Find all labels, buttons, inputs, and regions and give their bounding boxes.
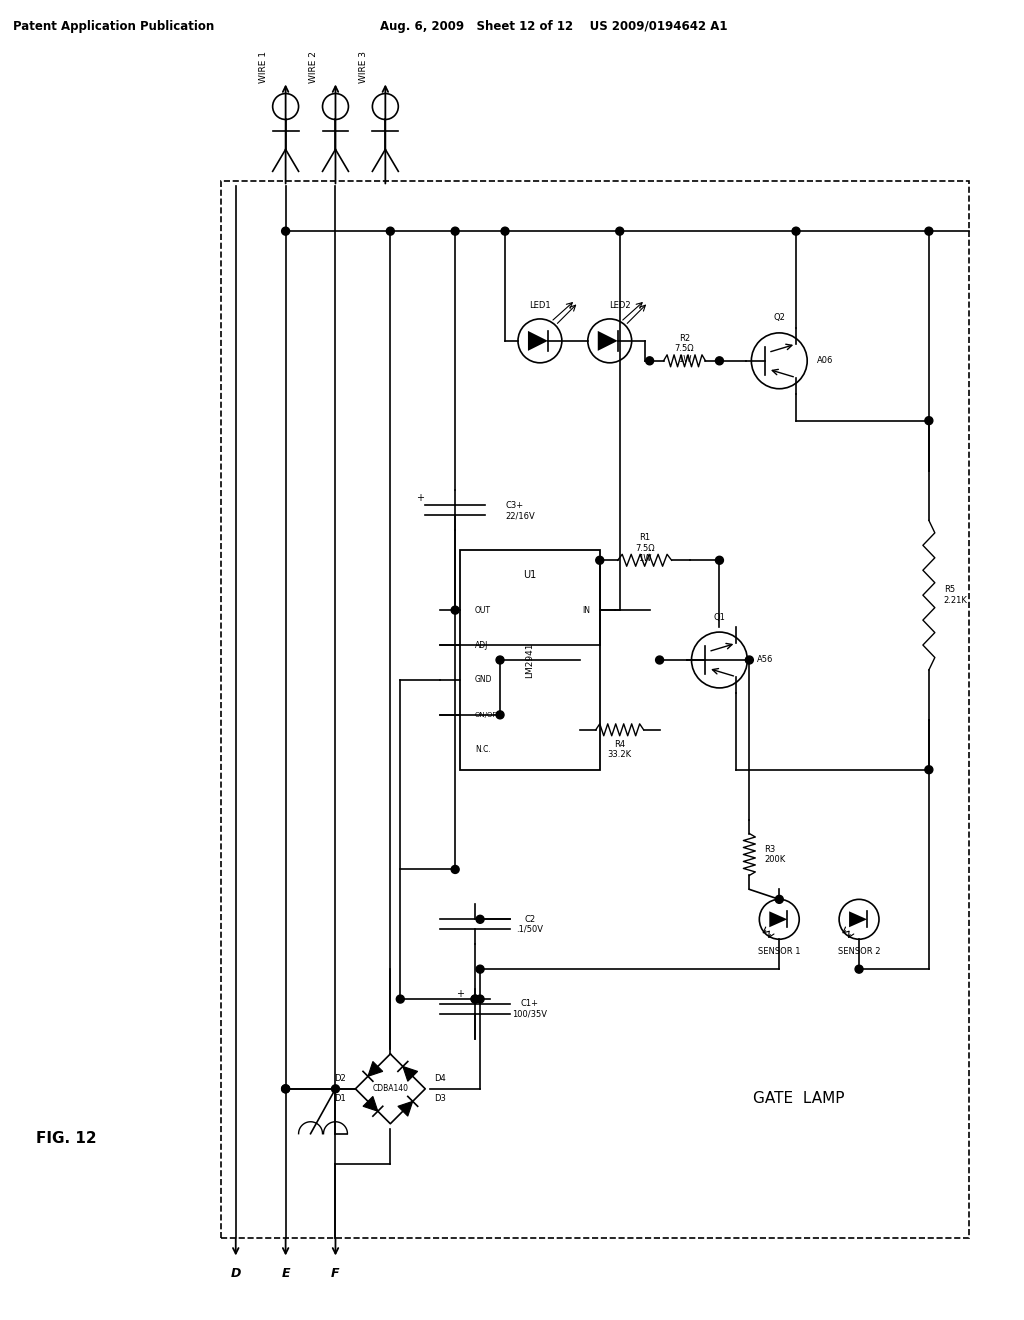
Text: C1+
100/35V: C1+ 100/35V (512, 999, 548, 1019)
Polygon shape (849, 911, 867, 927)
Circle shape (282, 1085, 290, 1093)
Text: D3: D3 (434, 1094, 446, 1104)
Polygon shape (362, 1097, 378, 1111)
Circle shape (496, 656, 504, 664)
Text: R1
7.5Ω
1W: R1 7.5Ω 1W (635, 533, 654, 564)
Text: F: F (331, 1267, 340, 1280)
Text: WIRE 3: WIRE 3 (358, 50, 368, 83)
Circle shape (745, 656, 754, 664)
Text: IN: IN (582, 606, 590, 615)
Text: C3+
22/16V: C3+ 22/16V (505, 500, 535, 520)
Circle shape (716, 556, 723, 564)
Circle shape (775, 895, 783, 903)
Text: WIRE 2: WIRE 2 (309, 50, 318, 83)
Text: ADJ: ADJ (475, 640, 488, 649)
Text: R2
7.5Ω
1W: R2 7.5Ω 1W (675, 334, 694, 364)
Circle shape (452, 606, 459, 614)
Text: GATE  LAMP: GATE LAMP (754, 1092, 845, 1106)
Circle shape (396, 995, 404, 1003)
Text: LED2: LED2 (609, 301, 631, 310)
Text: LM2941: LM2941 (525, 643, 535, 677)
Circle shape (925, 227, 933, 235)
Polygon shape (402, 1067, 418, 1081)
Circle shape (386, 227, 394, 235)
Polygon shape (398, 1101, 413, 1117)
Bar (221, 181, 969, 1238)
Text: FIG. 12: FIG. 12 (36, 1131, 97, 1146)
Polygon shape (769, 911, 787, 927)
Text: D1: D1 (335, 1094, 346, 1104)
Circle shape (471, 995, 479, 1003)
Text: CDBA140: CDBA140 (373, 1084, 409, 1093)
Text: Aug. 6, 2009   Sheet 12 of 12    US 2009/0194642 A1: Aug. 6, 2009 Sheet 12 of 12 US 2009/0194… (380, 20, 728, 33)
Circle shape (452, 866, 459, 874)
Text: SENSOR 1: SENSOR 1 (758, 946, 801, 956)
Circle shape (501, 227, 509, 235)
Text: A06: A06 (817, 356, 834, 366)
Circle shape (655, 656, 664, 664)
Text: N.C.: N.C. (475, 746, 490, 754)
Circle shape (282, 227, 290, 235)
Text: D4: D4 (434, 1074, 446, 1084)
Circle shape (615, 227, 624, 235)
Text: SENSOR 2: SENSOR 2 (838, 946, 881, 956)
Circle shape (452, 227, 459, 235)
Text: A56: A56 (758, 656, 774, 664)
Text: U1: U1 (523, 570, 537, 581)
Bar (460, 550, 600, 770)
Circle shape (646, 356, 653, 364)
Text: OUT: OUT (475, 606, 492, 615)
Text: D2: D2 (335, 1074, 346, 1084)
Polygon shape (368, 1061, 383, 1076)
Text: C2
.1/50V: C2 .1/50V (516, 915, 544, 935)
Circle shape (716, 356, 723, 364)
Text: Q1: Q1 (714, 612, 725, 622)
Circle shape (476, 995, 484, 1003)
Circle shape (596, 556, 604, 564)
Text: ON/OFF: ON/OFF (475, 711, 502, 718)
Circle shape (332, 1085, 340, 1093)
Text: Q2: Q2 (773, 313, 785, 322)
Text: +: + (416, 494, 424, 503)
Text: LED1: LED1 (529, 301, 551, 310)
Text: E: E (282, 1267, 290, 1280)
Text: R4
33.2K: R4 33.2K (607, 741, 632, 759)
Text: Patent Application Publication: Patent Application Publication (13, 20, 215, 33)
Text: R5
2.21K: R5 2.21K (944, 586, 968, 605)
Circle shape (476, 915, 484, 923)
Text: WIRE 1: WIRE 1 (259, 50, 268, 83)
Text: +: + (456, 989, 464, 999)
Polygon shape (598, 331, 617, 351)
Text: D: D (230, 1267, 241, 1280)
Circle shape (792, 227, 800, 235)
Circle shape (476, 965, 484, 973)
Text: R3
200K: R3 200K (764, 845, 785, 865)
Circle shape (925, 766, 933, 774)
Circle shape (925, 417, 933, 425)
Polygon shape (528, 331, 548, 351)
Text: GND: GND (475, 676, 493, 685)
Circle shape (282, 1085, 290, 1093)
Circle shape (496, 711, 504, 719)
Circle shape (855, 965, 863, 973)
Circle shape (471, 995, 479, 1003)
